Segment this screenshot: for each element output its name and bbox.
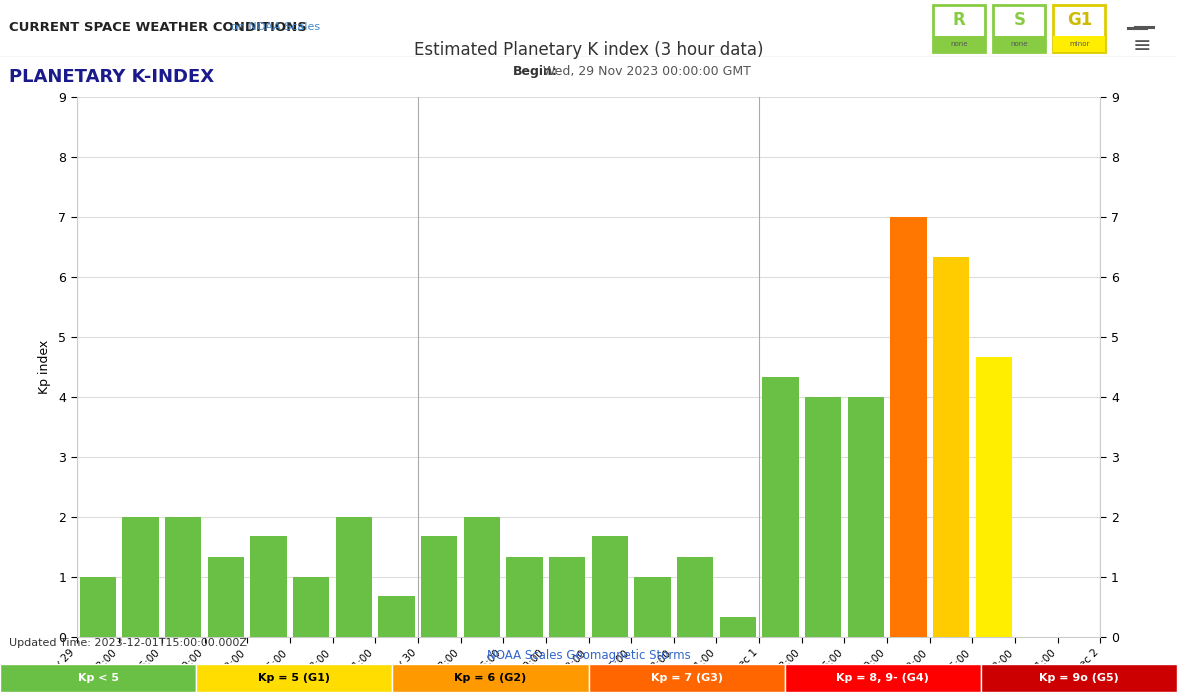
- Bar: [421, 536, 458, 637]
- Bar: [677, 557, 713, 637]
- Bar: [763, 377, 799, 637]
- Bar: [993, 36, 1045, 52]
- Bar: [197, 664, 392, 692]
- Bar: [592, 536, 629, 637]
- X-axis label: Universal Time: Universal Time: [541, 691, 636, 692]
- Bar: [0, 664, 197, 692]
- Bar: [993, 5, 1045, 52]
- Text: PLANETARY K-INDEX: PLANETARY K-INDEX: [9, 68, 214, 86]
- Bar: [933, 257, 970, 637]
- Text: Kp = 6 (G2): Kp = 6 (G2): [454, 673, 526, 683]
- Bar: [464, 517, 500, 637]
- Text: Estimated Planetary K index (3 hour data): Estimated Planetary K index (3 hour data…: [414, 41, 763, 59]
- Bar: [392, 664, 588, 692]
- Bar: [251, 536, 287, 637]
- Bar: [548, 557, 585, 637]
- Bar: [1128, 28, 1146, 29]
- Bar: [506, 557, 543, 637]
- Bar: [976, 356, 1012, 637]
- Text: G1: G1: [1066, 12, 1092, 30]
- Text: CURRENT SPACE WEATHER CONDITIONS: CURRENT SPACE WEATHER CONDITIONS: [9, 21, 307, 34]
- Text: Kp = 7 (G3): Kp = 7 (G3): [651, 673, 723, 683]
- Bar: [1053, 5, 1105, 52]
- Bar: [785, 664, 980, 692]
- Bar: [719, 617, 756, 637]
- Text: Kp = 9o (G5): Kp = 9o (G5): [1039, 673, 1119, 683]
- Text: ≡: ≡: [1132, 37, 1151, 56]
- Bar: [933, 36, 985, 52]
- Text: Kp = 5 (G1): Kp = 5 (G1): [258, 673, 331, 683]
- Text: Kp < 5: Kp < 5: [78, 673, 119, 683]
- Text: S: S: [1013, 12, 1025, 30]
- Text: on NOAA Scales: on NOAA Scales: [231, 22, 320, 33]
- Text: none: none: [1011, 41, 1028, 46]
- Text: Kp = 8, 9- (G4): Kp = 8, 9- (G4): [837, 673, 929, 683]
- Text: minor: minor: [1069, 41, 1090, 46]
- Bar: [805, 397, 842, 637]
- Bar: [980, 664, 1177, 692]
- Text: Begin:: Begin:: [513, 66, 558, 78]
- Bar: [207, 557, 244, 637]
- Bar: [122, 517, 159, 637]
- Bar: [335, 517, 372, 637]
- Bar: [588, 664, 785, 692]
- Bar: [378, 597, 414, 637]
- Bar: [847, 397, 884, 637]
- Bar: [933, 5, 985, 52]
- Y-axis label: Kp index: Kp index: [38, 340, 51, 394]
- Bar: [1053, 36, 1105, 52]
- Bar: [890, 217, 926, 637]
- Text: NOAA Scales Geomagnetic Storms: NOAA Scales Geomagnetic Storms: [486, 649, 691, 662]
- Text: Wed, 29 Nov 2023 00:00:00 GMT: Wed, 29 Nov 2023 00:00:00 GMT: [539, 66, 751, 78]
- Text: Updated Time: 2023-12-01T15:00:00.000Z: Updated Time: 2023-12-01T15:00:00.000Z: [9, 638, 247, 648]
- Bar: [634, 576, 671, 637]
- Text: none: none: [951, 41, 967, 46]
- Bar: [165, 517, 201, 637]
- Text: R: R: [953, 12, 965, 30]
- Bar: [80, 576, 117, 637]
- Bar: [293, 576, 330, 637]
